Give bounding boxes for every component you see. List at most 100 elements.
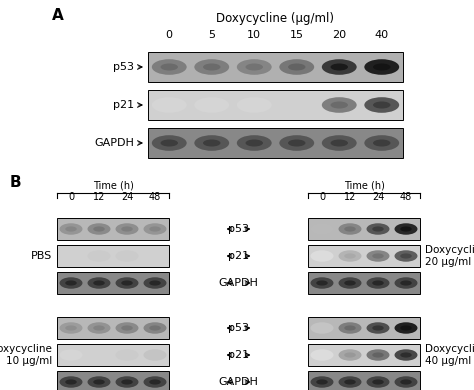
Ellipse shape [344, 325, 356, 331]
Text: Time (h): Time (h) [344, 181, 384, 191]
Bar [308, 245, 420, 267]
Text: 40: 40 [374, 30, 389, 40]
Ellipse shape [116, 349, 138, 361]
Ellipse shape [116, 223, 138, 235]
Ellipse shape [344, 280, 356, 285]
Ellipse shape [372, 254, 384, 259]
Ellipse shape [194, 59, 229, 75]
Ellipse shape [161, 64, 178, 71]
Text: p21: p21 [228, 251, 249, 261]
Ellipse shape [121, 280, 133, 285]
Ellipse shape [344, 353, 356, 358]
Text: 10: 10 [247, 30, 261, 40]
Ellipse shape [60, 223, 82, 235]
Ellipse shape [400, 379, 412, 385]
Ellipse shape [246, 140, 263, 147]
Ellipse shape [322, 97, 356, 113]
Text: 24: 24 [372, 192, 384, 202]
Ellipse shape [338, 349, 362, 361]
Ellipse shape [149, 280, 161, 285]
Ellipse shape [203, 140, 220, 147]
Ellipse shape [121, 227, 133, 232]
Bar [148, 52, 403, 82]
Ellipse shape [93, 227, 105, 232]
Ellipse shape [373, 64, 391, 71]
Ellipse shape [65, 280, 77, 285]
Ellipse shape [365, 59, 399, 75]
Ellipse shape [330, 64, 348, 71]
Text: p53: p53 [113, 62, 134, 72]
Ellipse shape [152, 135, 187, 151]
Ellipse shape [237, 59, 272, 75]
Text: p53: p53 [228, 323, 249, 333]
Ellipse shape [149, 227, 161, 232]
Text: PBS: PBS [31, 251, 52, 261]
Ellipse shape [338, 223, 362, 235]
Ellipse shape [366, 250, 390, 262]
Ellipse shape [344, 227, 356, 232]
Ellipse shape [144, 277, 166, 289]
Ellipse shape [400, 280, 412, 285]
Ellipse shape [400, 227, 412, 232]
Text: Time (h): Time (h) [92, 181, 134, 191]
Ellipse shape [365, 97, 399, 113]
Ellipse shape [65, 325, 77, 331]
Ellipse shape [88, 322, 110, 334]
Ellipse shape [338, 277, 362, 289]
Text: 15: 15 [290, 30, 304, 40]
Text: 0: 0 [166, 30, 173, 40]
Ellipse shape [394, 322, 418, 334]
Ellipse shape [310, 349, 334, 361]
Ellipse shape [316, 379, 328, 385]
Ellipse shape [152, 59, 187, 75]
Ellipse shape [116, 277, 138, 289]
Ellipse shape [400, 254, 412, 259]
Ellipse shape [144, 376, 166, 388]
Text: 24: 24 [121, 192, 133, 202]
Ellipse shape [60, 376, 82, 388]
Ellipse shape [400, 353, 412, 358]
Text: Doxycycline
20 μg/ml: Doxycycline 20 μg/ml [425, 245, 474, 267]
Ellipse shape [344, 254, 356, 259]
Text: Doxycycline
40 μg/ml: Doxycycline 40 μg/ml [425, 344, 474, 366]
Ellipse shape [394, 376, 418, 388]
Bar [57, 317, 169, 339]
Ellipse shape [316, 280, 328, 285]
Ellipse shape [372, 227, 384, 232]
Text: A: A [52, 8, 64, 23]
Ellipse shape [365, 135, 399, 151]
Bar [308, 344, 420, 366]
Bar [308, 218, 420, 240]
Ellipse shape [310, 223, 334, 235]
Ellipse shape [116, 322, 138, 334]
Text: p21: p21 [228, 350, 249, 360]
Ellipse shape [338, 376, 362, 388]
Ellipse shape [121, 325, 133, 331]
Ellipse shape [394, 349, 418, 361]
Ellipse shape [65, 227, 77, 232]
Ellipse shape [366, 322, 390, 334]
Ellipse shape [88, 277, 110, 289]
Ellipse shape [152, 97, 187, 113]
Ellipse shape [116, 250, 138, 262]
Ellipse shape [394, 250, 418, 262]
Ellipse shape [194, 135, 229, 151]
Text: 12: 12 [93, 192, 105, 202]
Ellipse shape [116, 376, 138, 388]
Ellipse shape [366, 349, 390, 361]
Text: GAPDH: GAPDH [219, 278, 258, 288]
Ellipse shape [144, 322, 166, 334]
Text: p21: p21 [113, 100, 134, 110]
Text: 0: 0 [319, 192, 325, 202]
Ellipse shape [93, 325, 105, 331]
Text: GAPDH: GAPDH [94, 138, 134, 148]
Ellipse shape [366, 376, 390, 388]
Ellipse shape [88, 349, 110, 361]
Text: Doxycycline (μg/ml): Doxycycline (μg/ml) [217, 12, 335, 25]
Ellipse shape [394, 223, 418, 235]
Ellipse shape [144, 223, 166, 235]
Ellipse shape [121, 379, 133, 385]
Ellipse shape [60, 250, 82, 262]
Ellipse shape [400, 325, 412, 331]
Ellipse shape [288, 140, 305, 147]
